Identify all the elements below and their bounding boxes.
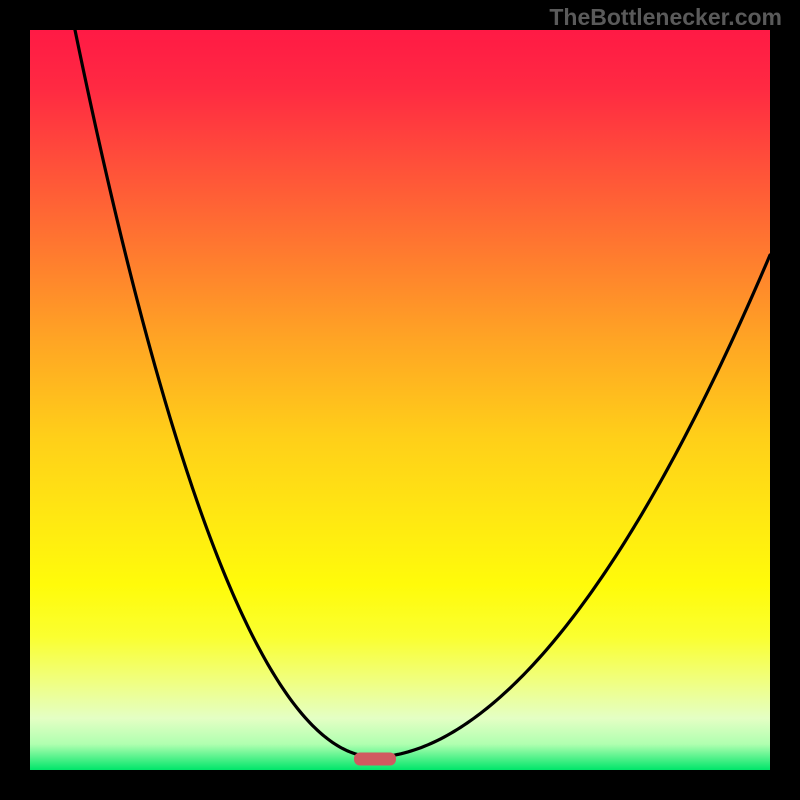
chart-svg (30, 30, 770, 770)
bottleneck-chart (30, 30, 770, 770)
watermark-text: TheBottlenecker.com (549, 4, 782, 31)
gradient-background (30, 30, 770, 770)
optimal-marker (354, 753, 396, 766)
